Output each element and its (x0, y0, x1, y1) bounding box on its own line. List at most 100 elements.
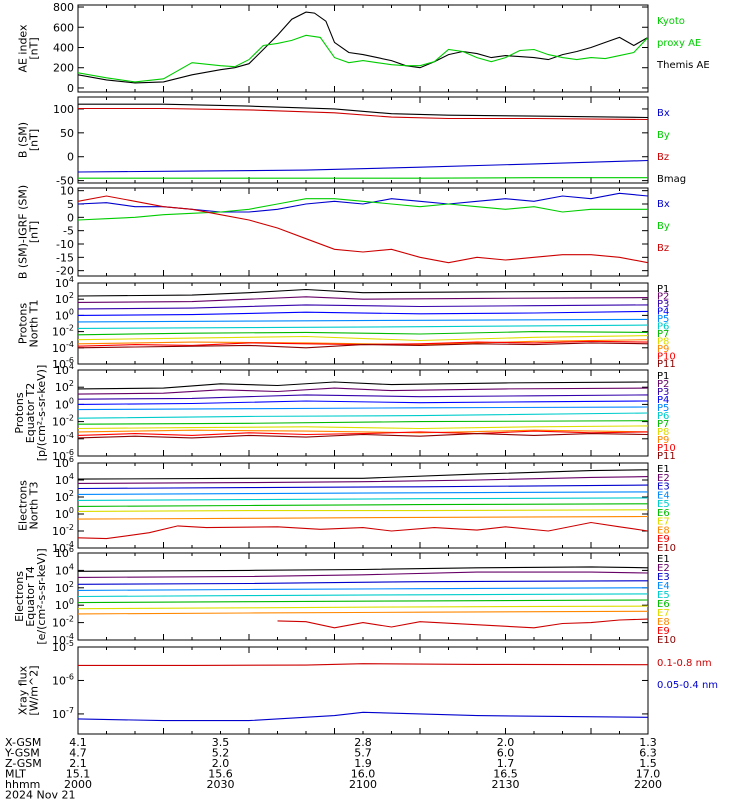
series-p5 (78, 406, 648, 411)
legend-e9: E9 (657, 626, 670, 637)
legend-e3: E3 (657, 482, 670, 493)
legend-e6: E6 (657, 508, 670, 519)
y-axis-label: [nT] (28, 221, 41, 243)
y-tick-label: 102 (55, 489, 74, 504)
ephemeris-value: 2200 (634, 778, 662, 791)
y-tick-label: 10-6 (52, 672, 74, 687)
series-e1 (78, 566, 648, 572)
legend-p2: P2 (657, 292, 669, 303)
y-tick-label: 104 (55, 472, 74, 487)
ephemeris-value: 2.0 (212, 757, 230, 770)
series-by (78, 198, 648, 221)
legend-p5: P5 (657, 403, 669, 414)
series-p11 (78, 433, 648, 439)
legend-p3: P3 (657, 387, 669, 398)
series-p7 (78, 331, 648, 336)
legend-p8: P8 (657, 337, 669, 348)
y-axis-label: [nT] (28, 37, 41, 59)
series-e8 (78, 610, 648, 615)
y-axis-label: [W/m^2] (28, 665, 41, 715)
y-tick-label: 10 (60, 185, 74, 198)
y-tick-label: 10-2 (52, 414, 74, 429)
series-e2 (78, 476, 648, 484)
y-axis-label: Equator T2 (24, 383, 37, 443)
series-e5 (78, 497, 648, 501)
legend-e6: E6 (657, 599, 670, 610)
ephemeris-value: 17.0 (636, 768, 661, 781)
panel-2: 100 50 0 -50 B (SM)[nT] Bx By Bz Bmag (17, 96, 686, 188)
y-tick-label: 100 (55, 597, 74, 612)
series-bx (78, 192, 648, 213)
legend-p4: P4 (657, 395, 669, 406)
ephemeris-value: 2030 (207, 778, 235, 791)
y-tick-label: 102 (55, 379, 74, 394)
legend-e7: E7 (657, 608, 670, 619)
y-axis-label: Protons (13, 392, 26, 433)
y-tick-label: 100 (55, 506, 74, 521)
ephemeris-label-z-gsm: Z-GSM (5, 757, 42, 770)
ephemeris-table: X-GSM 4.1 3.5 2.8 2.0 1.3 Y-GSM 4.7 5.2 5.7 6.0 6.3… (4, 736, 662, 800)
legend-by: By (657, 130, 670, 141)
series-p1 (78, 288, 648, 297)
series-p8 (78, 335, 648, 342)
series-p3 (78, 304, 648, 310)
legend-p11: P11 (657, 359, 676, 370)
y-tick-label: 104 (55, 275, 74, 290)
ephemeris-value: 2.1 (69, 757, 87, 770)
y-tick-label: 106 (55, 455, 74, 470)
y-tick-label: 10-6 (52, 448, 74, 463)
ephemeris-value: 4.1 (69, 736, 87, 749)
series-p2 (78, 387, 648, 395)
series-e6 (78, 599, 648, 604)
ephemeris-value: 16.0 (351, 768, 376, 781)
series-e10 (277, 618, 648, 629)
series-p9 (78, 429, 648, 434)
y-tick-label: 400 (53, 41, 74, 54)
ephemeris-value: 1.7 (497, 757, 515, 770)
y-axis-label: Protons (17, 303, 30, 344)
legend-bx: Bx (657, 108, 670, 119)
legend-e10: E10 (657, 543, 676, 554)
series-group (78, 11, 648, 84)
legend-e1: E1 (657, 554, 670, 565)
y-tick-label: 10-4 (52, 632, 74, 647)
legend-e4: E4 (657, 490, 670, 501)
legend-bz: Bz (657, 152, 669, 163)
y-axis-label: AE index (17, 24, 30, 73)
y-tick-label: 106 (55, 545, 74, 560)
y-tick-label: -10 (56, 238, 74, 251)
series-kyoto-proxy-ae (78, 34, 648, 83)
y-tick-label: 600 (53, 21, 74, 34)
y-axis-label: Xray flux (17, 665, 30, 715)
legend-e4: E4 (657, 581, 670, 592)
y-tick-label: 102 (55, 580, 74, 595)
ephemeris-label-x-gsm: X-GSM (5, 736, 41, 749)
legend-0-1-0-8-nm: 0.1-0.8 nm (657, 658, 712, 669)
y-axis-label: North T1 (28, 300, 41, 348)
y-tick-label: 0 (67, 151, 74, 164)
legend-e9: E9 (657, 534, 670, 545)
series-0-1-0-8-nm (78, 663, 648, 666)
ephemeris-value: 5.2 (212, 747, 230, 760)
legend-e10: E10 (657, 635, 676, 646)
series-p3 (78, 394, 648, 400)
y-axis-label: [p/(cm²-s-sr-keV)] (35, 365, 48, 462)
series-themis-ae (78, 11, 648, 84)
y-tick-label: -50 (56, 175, 74, 188)
legend-p8: P8 (657, 427, 669, 438)
series-by (78, 177, 648, 179)
legend-p7: P7 (657, 329, 669, 340)
legend-p4: P4 (657, 307, 669, 318)
y-axis-label: [e/(cm²-s-sr-keV)] (35, 548, 48, 644)
legend-e2: E2 (657, 563, 670, 574)
ephemeris-value: 3.5 (212, 736, 230, 749)
y-tick-label: -5 (63, 225, 74, 238)
y-axis-label: B (SM)-IGRF (SM) (17, 185, 30, 279)
legend-p9: P9 (657, 435, 669, 446)
y-tick-label: 50 (60, 127, 74, 140)
series-e4 (78, 587, 648, 591)
